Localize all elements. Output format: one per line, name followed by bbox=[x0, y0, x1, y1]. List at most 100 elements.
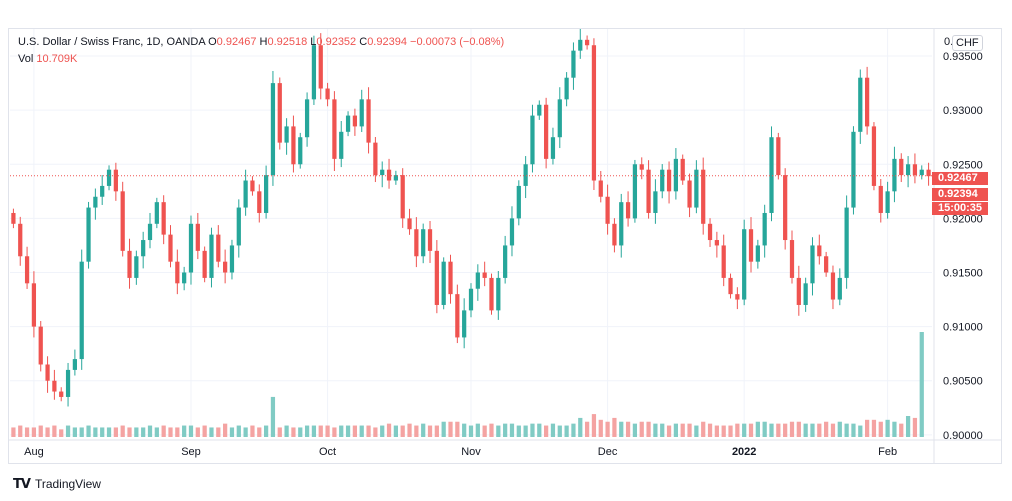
candle-body bbox=[824, 256, 829, 273]
candle-body bbox=[605, 196, 610, 224]
candle-body bbox=[31, 283, 37, 327]
volume-bar bbox=[578, 417, 583, 437]
candle-body bbox=[632, 164, 638, 219]
volume-bar bbox=[762, 421, 767, 437]
volume-bar bbox=[414, 425, 419, 437]
candle-body bbox=[188, 223, 194, 273]
volume-bar bbox=[632, 423, 638, 437]
candle-body bbox=[475, 272, 480, 289]
volume-bar bbox=[625, 421, 631, 437]
volume-bar bbox=[544, 425, 549, 437]
currency-button[interactable]: CHF bbox=[952, 35, 983, 51]
candle-body bbox=[721, 245, 726, 278]
candle-body bbox=[694, 169, 699, 208]
candle-body bbox=[263, 175, 269, 213]
volume-bar bbox=[352, 425, 358, 437]
volume-bar bbox=[11, 427, 16, 437]
candle-body bbox=[612, 223, 617, 246]
volume-bar bbox=[332, 427, 337, 437]
volume-bar bbox=[366, 425, 371, 437]
candle-body bbox=[168, 234, 173, 262]
volume-bar bbox=[339, 425, 344, 437]
candle-body bbox=[352, 115, 358, 127]
candle-body bbox=[229, 245, 235, 273]
candle-body bbox=[421, 229, 426, 257]
candle-body bbox=[660, 169, 665, 192]
candle-body bbox=[707, 223, 713, 241]
candle-body bbox=[373, 142, 378, 176]
y-tick-label: 0.92000 bbox=[943, 213, 983, 225]
candle-body bbox=[93, 196, 98, 208]
candle-body bbox=[462, 310, 467, 338]
candle-body bbox=[482, 272, 487, 278]
candle-body bbox=[223, 261, 228, 273]
volume-bar bbox=[530, 423, 535, 437]
candle-body bbox=[578, 39, 583, 51]
volume-bar bbox=[728, 425, 733, 437]
candle-body bbox=[427, 229, 433, 251]
candle-body bbox=[564, 77, 569, 100]
volume-bar bbox=[311, 425, 317, 437]
candle-body bbox=[905, 164, 911, 176]
volume-bar bbox=[537, 423, 542, 437]
volume-bar bbox=[503, 423, 508, 437]
candle-body bbox=[359, 99, 364, 127]
volume-bar bbox=[243, 427, 248, 437]
candle-body bbox=[830, 272, 836, 300]
candle-body bbox=[216, 234, 221, 262]
volume-bar bbox=[209, 427, 214, 437]
candle-body bbox=[653, 191, 658, 213]
volume-bar bbox=[400, 425, 405, 437]
x-tick-label: Feb bbox=[878, 446, 897, 458]
candle-body bbox=[537, 104, 542, 116]
volume-bar bbox=[359, 425, 364, 437]
volume-bar bbox=[776, 423, 781, 437]
volume-bar bbox=[263, 425, 269, 437]
candle-body bbox=[250, 180, 255, 192]
candle-body bbox=[175, 261, 180, 284]
volume-bar bbox=[612, 417, 617, 437]
candle-body bbox=[680, 158, 685, 181]
candle-body bbox=[666, 169, 672, 192]
candle-body bbox=[714, 240, 719, 246]
candle-body bbox=[393, 175, 398, 181]
volume-bar bbox=[755, 421, 760, 437]
candle-body bbox=[468, 288, 474, 311]
bar-countdown-tag: 15:00:35 bbox=[932, 202, 988, 215]
volume-bar bbox=[878, 421, 883, 437]
volume-bar bbox=[687, 423, 692, 437]
volume-bar bbox=[72, 427, 77, 437]
volume-bar bbox=[188, 425, 194, 437]
candle-body bbox=[885, 191, 890, 213]
candle-body bbox=[311, 45, 317, 100]
candle-body bbox=[899, 158, 904, 176]
volume-label: Vol bbox=[18, 53, 34, 65]
candle-body bbox=[298, 137, 303, 165]
brand[interactable]: 𝗧𝗩 TradingView bbox=[13, 476, 101, 492]
high-label: H bbox=[259, 36, 268, 48]
volume-bar bbox=[557, 425, 562, 437]
candle-body bbox=[86, 207, 91, 262]
candle-body bbox=[810, 245, 815, 284]
volume-bar bbox=[830, 423, 836, 437]
volume-bar bbox=[236, 425, 241, 437]
volume-bar bbox=[605, 421, 610, 437]
candle-body bbox=[257, 191, 262, 213]
brand-name: TradingView bbox=[34, 477, 101, 491]
candle-body bbox=[414, 229, 419, 257]
candle-body bbox=[147, 223, 153, 241]
volume-bar bbox=[496, 425, 501, 437]
volume-bar bbox=[660, 423, 665, 437]
candle-body bbox=[113, 169, 118, 192]
volume-bar bbox=[769, 423, 774, 437]
volume-bar bbox=[134, 427, 139, 437]
change-value: −0.00073 (−0.08%) bbox=[410, 36, 505, 48]
candle-body bbox=[120, 191, 125, 251]
volume-bar bbox=[127, 427, 132, 437]
volume-bar bbox=[427, 425, 433, 437]
volume-bar bbox=[666, 425, 672, 437]
volume-bar bbox=[65, 425, 71, 437]
volume-bar bbox=[182, 425, 187, 437]
candle-body bbox=[202, 250, 207, 278]
